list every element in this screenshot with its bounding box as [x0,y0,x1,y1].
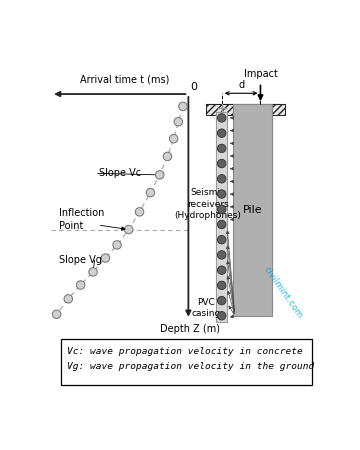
Circle shape [217,159,226,168]
Circle shape [217,251,226,259]
Text: PVC
casing: PVC casing [192,298,221,319]
Circle shape [146,189,155,197]
Circle shape [217,205,226,213]
Circle shape [217,114,226,122]
Circle shape [76,281,85,289]
Text: Depth Z (m): Depth Z (m) [160,324,220,333]
Bar [60,339,312,385]
Bar [206,104,285,115]
Circle shape [156,171,164,179]
Circle shape [217,190,226,198]
Text: Slope Vg: Slope Vg [59,255,102,266]
Circle shape [217,175,226,183]
Text: Seismic
receivers
(Hydrophones): Seismic receivers (Hydrophones) [174,188,241,220]
Circle shape [217,144,226,153]
Text: Vc: wave propagation velocity in concrete: Vc: wave propagation velocity in concret… [67,346,302,356]
Text: civilmint.com: civilmint.com [262,265,305,320]
Text: d: d [238,80,244,90]
Circle shape [217,220,226,229]
Text: 0: 0 [191,82,198,92]
Bar [233,104,272,316]
Circle shape [135,207,144,216]
Circle shape [217,297,226,305]
Circle shape [174,117,183,126]
Circle shape [217,266,226,274]
Text: Inflection
Point: Inflection Point [59,208,104,231]
Circle shape [179,102,187,111]
Circle shape [89,268,97,276]
Circle shape [217,235,226,244]
Circle shape [163,152,172,161]
Text: Slope Vc: Slope Vc [99,168,141,178]
Text: Pile: Pile [243,205,262,215]
Text: Vg: wave propagation velocity in the ground: Vg: wave propagation velocity in the gro… [67,362,314,371]
Circle shape [101,254,110,262]
Circle shape [217,129,226,137]
Circle shape [217,281,226,290]
Bar [216,112,227,322]
Circle shape [52,310,61,319]
Circle shape [217,311,226,320]
Circle shape [113,241,121,249]
Circle shape [64,295,72,303]
Circle shape [125,225,133,234]
Circle shape [170,135,178,143]
Text: Arrival time t (ms): Arrival time t (ms) [80,75,169,85]
Text: Impact: Impact [243,69,278,79]
